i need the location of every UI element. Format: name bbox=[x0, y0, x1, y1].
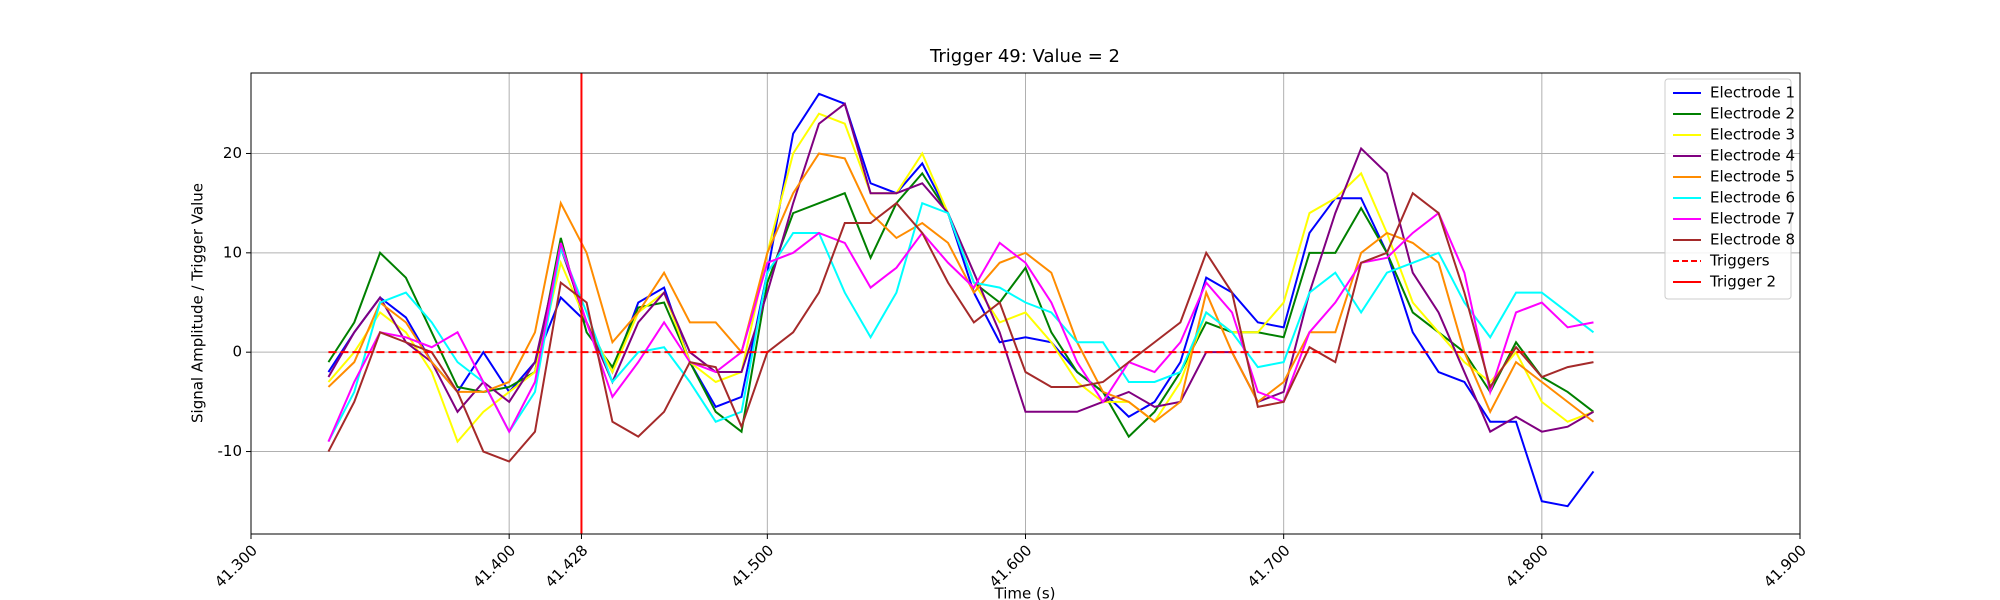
x-axis-label: Time (s) bbox=[994, 585, 1056, 600]
legend: Electrode 1 Electrode 2 Electrode 3 Electro… bbox=[1664, 78, 1795, 300]
legend-label: Electrode 1 bbox=[1710, 84, 1795, 102]
x-tick-label: 41.400 bbox=[469, 541, 519, 591]
legend-label: Trigger 2 bbox=[1709, 273, 1776, 291]
legend-label: Electrode 2 bbox=[1710, 105, 1795, 123]
y-tick-label: 0 bbox=[232, 343, 242, 361]
y-axis-label: Signal Amplitude / Trigger Value bbox=[189, 183, 207, 423]
x-tick-label: 41.800 bbox=[1502, 541, 1552, 591]
legend-label: Electrode 4 bbox=[1710, 147, 1795, 165]
series-line bbox=[327, 92, 1595, 508]
legend-label: Triggers bbox=[1709, 252, 1770, 270]
y-tick-label: -10 bbox=[218, 442, 243, 460]
plot-frame bbox=[250, 72, 1801, 535]
x-tick-label: 41.300 bbox=[211, 541, 261, 591]
series-line bbox=[327, 112, 1594, 444]
x-tick-label: 41.700 bbox=[1244, 541, 1294, 591]
series-line bbox=[327, 102, 1594, 434]
legend-label: Electrode 3 bbox=[1710, 126, 1795, 144]
legend-label: Electrode 7 bbox=[1710, 210, 1795, 228]
series-line bbox=[327, 201, 1595, 443]
series-line bbox=[327, 191, 1594, 463]
y-tick-label: 10 bbox=[223, 243, 242, 261]
legend-label: Electrode 8 bbox=[1710, 231, 1795, 249]
series-line bbox=[327, 152, 1595, 423]
series-line bbox=[327, 211, 1594, 442]
chart-title: Trigger 49: Value = 2 bbox=[929, 46, 1120, 67]
x-tick-label: 41.500 bbox=[727, 541, 777, 591]
x-tick-label: 41.428 bbox=[542, 541, 592, 591]
legend-label: Electrode 6 bbox=[1710, 189, 1795, 207]
legend-label: Electrode 5 bbox=[1710, 168, 1795, 186]
x-tick-label: 41.900 bbox=[1760, 541, 1810, 591]
y-tick-label: 20 bbox=[223, 144, 242, 162]
